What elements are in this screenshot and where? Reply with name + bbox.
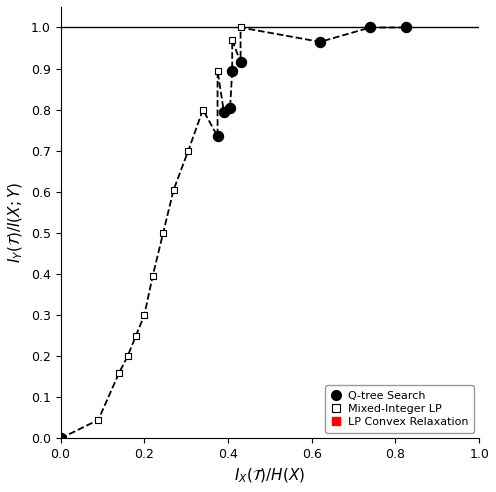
Point bbox=[140, 311, 148, 319]
Point bbox=[185, 147, 192, 154]
X-axis label: $I_X(\mathcal{T})/H(X)$: $I_X(\mathcal{T})/H(X)$ bbox=[234, 466, 306, 485]
Point bbox=[402, 24, 410, 31]
Legend: Q-tree Search, Mixed-Integer LP, LP Convex Relaxation: Q-tree Search, Mixed-Integer LP, LP Conv… bbox=[325, 385, 474, 433]
Point bbox=[214, 67, 222, 75]
Point bbox=[57, 434, 64, 442]
Point bbox=[220, 108, 228, 116]
Point bbox=[228, 67, 236, 75]
Point bbox=[220, 108, 228, 116]
Point bbox=[149, 272, 157, 280]
Point bbox=[237, 59, 245, 66]
Point bbox=[237, 59, 245, 66]
Point bbox=[228, 67, 236, 75]
Point bbox=[228, 36, 236, 44]
Point bbox=[226, 104, 234, 112]
Point bbox=[159, 229, 167, 237]
Point bbox=[57, 434, 64, 442]
Point bbox=[316, 38, 324, 46]
Point bbox=[402, 24, 410, 31]
Point bbox=[237, 24, 245, 31]
Point bbox=[94, 416, 102, 424]
Point bbox=[367, 24, 374, 31]
Point bbox=[316, 38, 324, 46]
Point bbox=[124, 352, 131, 360]
Point bbox=[367, 24, 374, 31]
Point bbox=[226, 104, 234, 112]
Point bbox=[199, 106, 207, 114]
Point bbox=[132, 332, 140, 339]
Y-axis label: $I_Y(\mathcal{T})/I(X;Y)$: $I_Y(\mathcal{T})/I(X;Y)$ bbox=[7, 182, 25, 263]
Point bbox=[214, 132, 222, 140]
Point bbox=[214, 132, 222, 140]
Point bbox=[170, 186, 178, 194]
Point bbox=[115, 369, 123, 376]
